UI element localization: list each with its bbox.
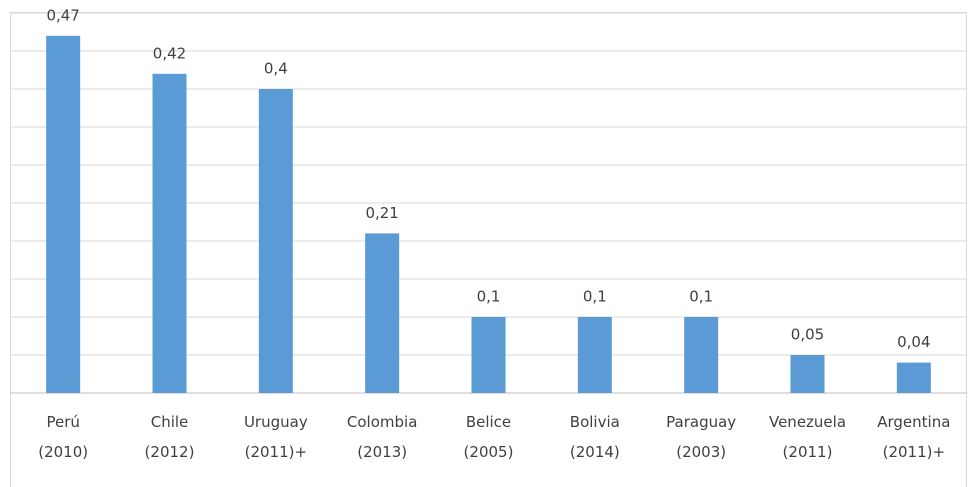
x-tick-label: Venezuela (2011) <box>769 413 846 461</box>
value-label: 0,1 <box>477 288 501 306</box>
value-label: 0,4 <box>264 60 288 78</box>
x-tick-label: Belice (2005) <box>464 413 514 461</box>
value-label: 0,1 <box>583 288 607 306</box>
x-tick-label: Chile (2012) <box>145 413 195 461</box>
x-tick-label: Colombia (2013) <box>347 413 418 461</box>
bar <box>365 233 400 393</box>
value-label: 0,42 <box>153 44 186 62</box>
bar <box>471 317 506 393</box>
value-label: 0,05 <box>791 326 824 344</box>
x-tick-label: Paraguay (2003) <box>666 413 736 461</box>
bar <box>152 73 187 394</box>
value-label: 0,47 <box>46 6 79 24</box>
value-label: 0,21 <box>365 204 398 222</box>
value-label: 0,1 <box>689 288 713 306</box>
x-tick-label: Bolivia (2014) <box>570 413 620 461</box>
x-tick-label: Perú (2010) <box>38 413 88 461</box>
value-label: 0,04 <box>897 333 930 351</box>
bar <box>258 89 293 393</box>
x-tick-label: Argentina (2011)+ <box>877 413 950 461</box>
bar <box>896 362 931 393</box>
bar <box>790 355 825 393</box>
bar <box>577 317 612 393</box>
x-tick-label: Uruguay (2011)+ <box>244 413 308 461</box>
bar <box>684 317 719 393</box>
bar <box>46 35 81 394</box>
